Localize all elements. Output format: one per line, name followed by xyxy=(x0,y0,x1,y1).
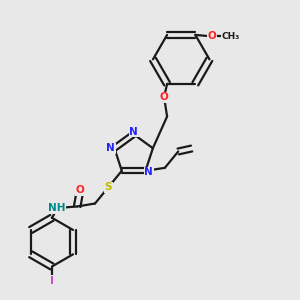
Text: O: O xyxy=(160,92,169,102)
Text: NH: NH xyxy=(48,203,65,213)
Text: O: O xyxy=(76,185,85,195)
Text: I: I xyxy=(50,276,54,286)
Text: CH₃: CH₃ xyxy=(222,32,240,41)
Text: N: N xyxy=(129,127,138,137)
Text: O: O xyxy=(208,32,217,41)
Text: S: S xyxy=(105,182,112,192)
Text: N: N xyxy=(106,143,115,153)
Text: N: N xyxy=(144,167,153,177)
